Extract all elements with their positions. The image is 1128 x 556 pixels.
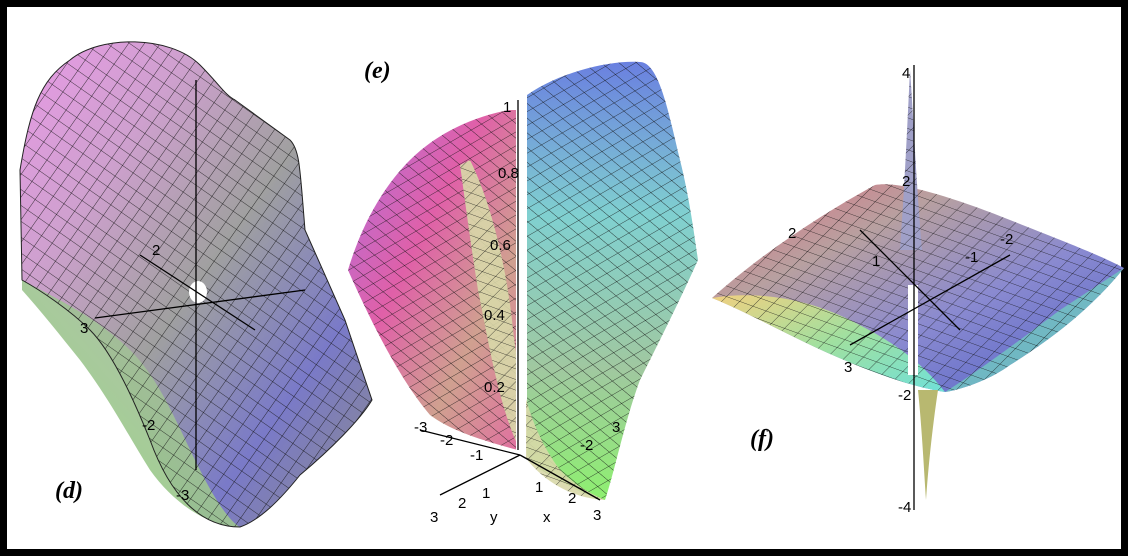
panel-e-tick-y-1: 1 <box>482 485 490 502</box>
panel-f-tick-z-neg2: -2 <box>898 387 911 404</box>
panel-e-surface <box>348 61 698 501</box>
panel-f-tick-3: 3 <box>844 359 852 376</box>
panel-e-tick-y-neg2: -2 <box>440 432 453 449</box>
panel-e-tick-x-2: 2 <box>568 490 576 507</box>
panel-f-axes <box>849 65 1011 510</box>
panel-e-axis-y: y <box>490 509 498 526</box>
panel-f-tick-z-neg4: -4 <box>898 499 911 516</box>
panel-e-tick-y-3: 3 <box>430 509 438 526</box>
panel-e-tick-x-neg2: -2 <box>580 437 593 454</box>
panel-e-axes <box>419 100 601 501</box>
panel-f-tick-2: 2 <box>788 225 796 242</box>
panel-d-hole <box>189 281 207 303</box>
panel-e-tick-x-3: 3 <box>593 507 601 524</box>
panel-d-axes <box>94 80 306 470</box>
panel-e-tick-3: 3 <box>612 419 620 436</box>
panel-d-tick-2: 2 <box>152 242 160 259</box>
panel-e-tick-z-0.4: 0.4 <box>484 307 505 324</box>
panel-e-tick-z-1: 1 <box>503 99 511 116</box>
panel-e-tick-y-neg3: -3 <box>414 419 427 436</box>
panel-d-tick-neg3: -3 <box>176 487 189 504</box>
panel-e-tick-x-1: 1 <box>535 479 543 496</box>
panel-e-tick-y-2: 2 <box>458 495 466 512</box>
panel-f-tick-1: 1 <box>872 253 880 270</box>
panel-f-tick-z-2: 2 <box>902 173 910 190</box>
panel-f-tick-neg2: -2 <box>1000 231 1013 248</box>
panel-f-tick-neg1: -1 <box>965 249 978 266</box>
panel-e-tick-z-0.8: 0.8 <box>498 165 519 182</box>
panel-f-tick-z-4: 4 <box>902 65 910 82</box>
panel-e-tick-y-neg1: -1 <box>470 447 483 464</box>
panel-e-tick-z-0.6: 0.6 <box>490 237 511 254</box>
panel-e-tick-z-0.2: 0.2 <box>484 379 505 396</box>
panel-d-tick-neg2: -2 <box>142 417 155 434</box>
panel-e-axis-x: x <box>543 509 551 526</box>
panel-e-label: (e) <box>364 58 391 84</box>
panel-f-label: (f) <box>750 426 774 452</box>
panel-d-tick-3: 3 <box>80 320 88 337</box>
panel-d-label: (d) <box>55 478 83 504</box>
